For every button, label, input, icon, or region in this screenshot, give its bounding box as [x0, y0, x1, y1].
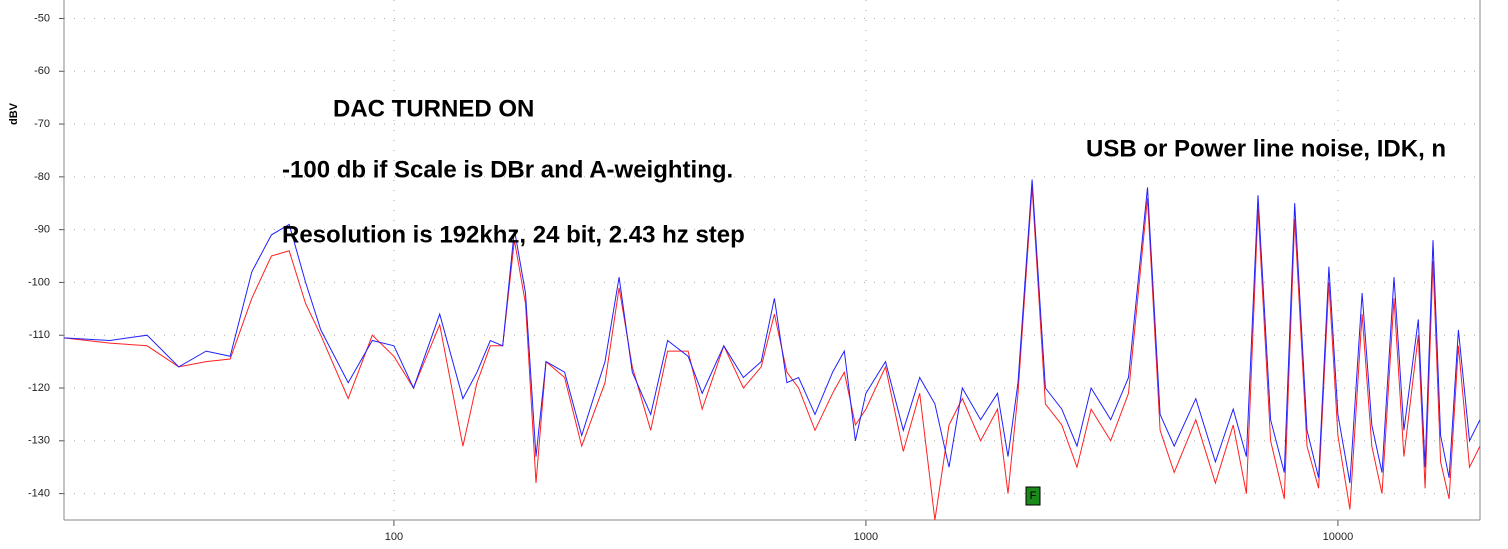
- spectrum-line: [64, 187, 1480, 520]
- y-tick-label: -100: [28, 276, 50, 288]
- y-tick-label: -50: [34, 12, 50, 24]
- annotation: Resolution is 192khz, 24 bit, 2.43 hz st…: [282, 221, 745, 248]
- x-tick-label: 100: [385, 531, 403, 543]
- marker-box: [1025, 486, 1041, 506]
- marker-label: F: [1030, 490, 1037, 502]
- annotation: DAC TURNED ON: [333, 95, 534, 122]
- y-tick-label: -90: [34, 224, 50, 236]
- y-axis-label: dBV: [8, 102, 20, 125]
- y-tick-label: -80: [34, 171, 50, 183]
- x-tick-label: 10000: [1323, 531, 1354, 543]
- annotation: -100 db if Scale is DBr and A-weighting.: [282, 156, 733, 183]
- y-tick-label: -70: [34, 118, 50, 130]
- y-tick-label: -110: [29, 329, 50, 341]
- x-tick-label: 1000: [854, 531, 878, 543]
- y-tick-label: -60: [34, 65, 50, 77]
- spectrum-line: [64, 179, 1480, 484]
- annotation: USB or Power line noise, IDK, n: [1086, 135, 1446, 162]
- y-tick-label: -140: [28, 488, 50, 500]
- y-tick-label: -130: [28, 435, 50, 447]
- y-tick-label: -120: [28, 382, 50, 394]
